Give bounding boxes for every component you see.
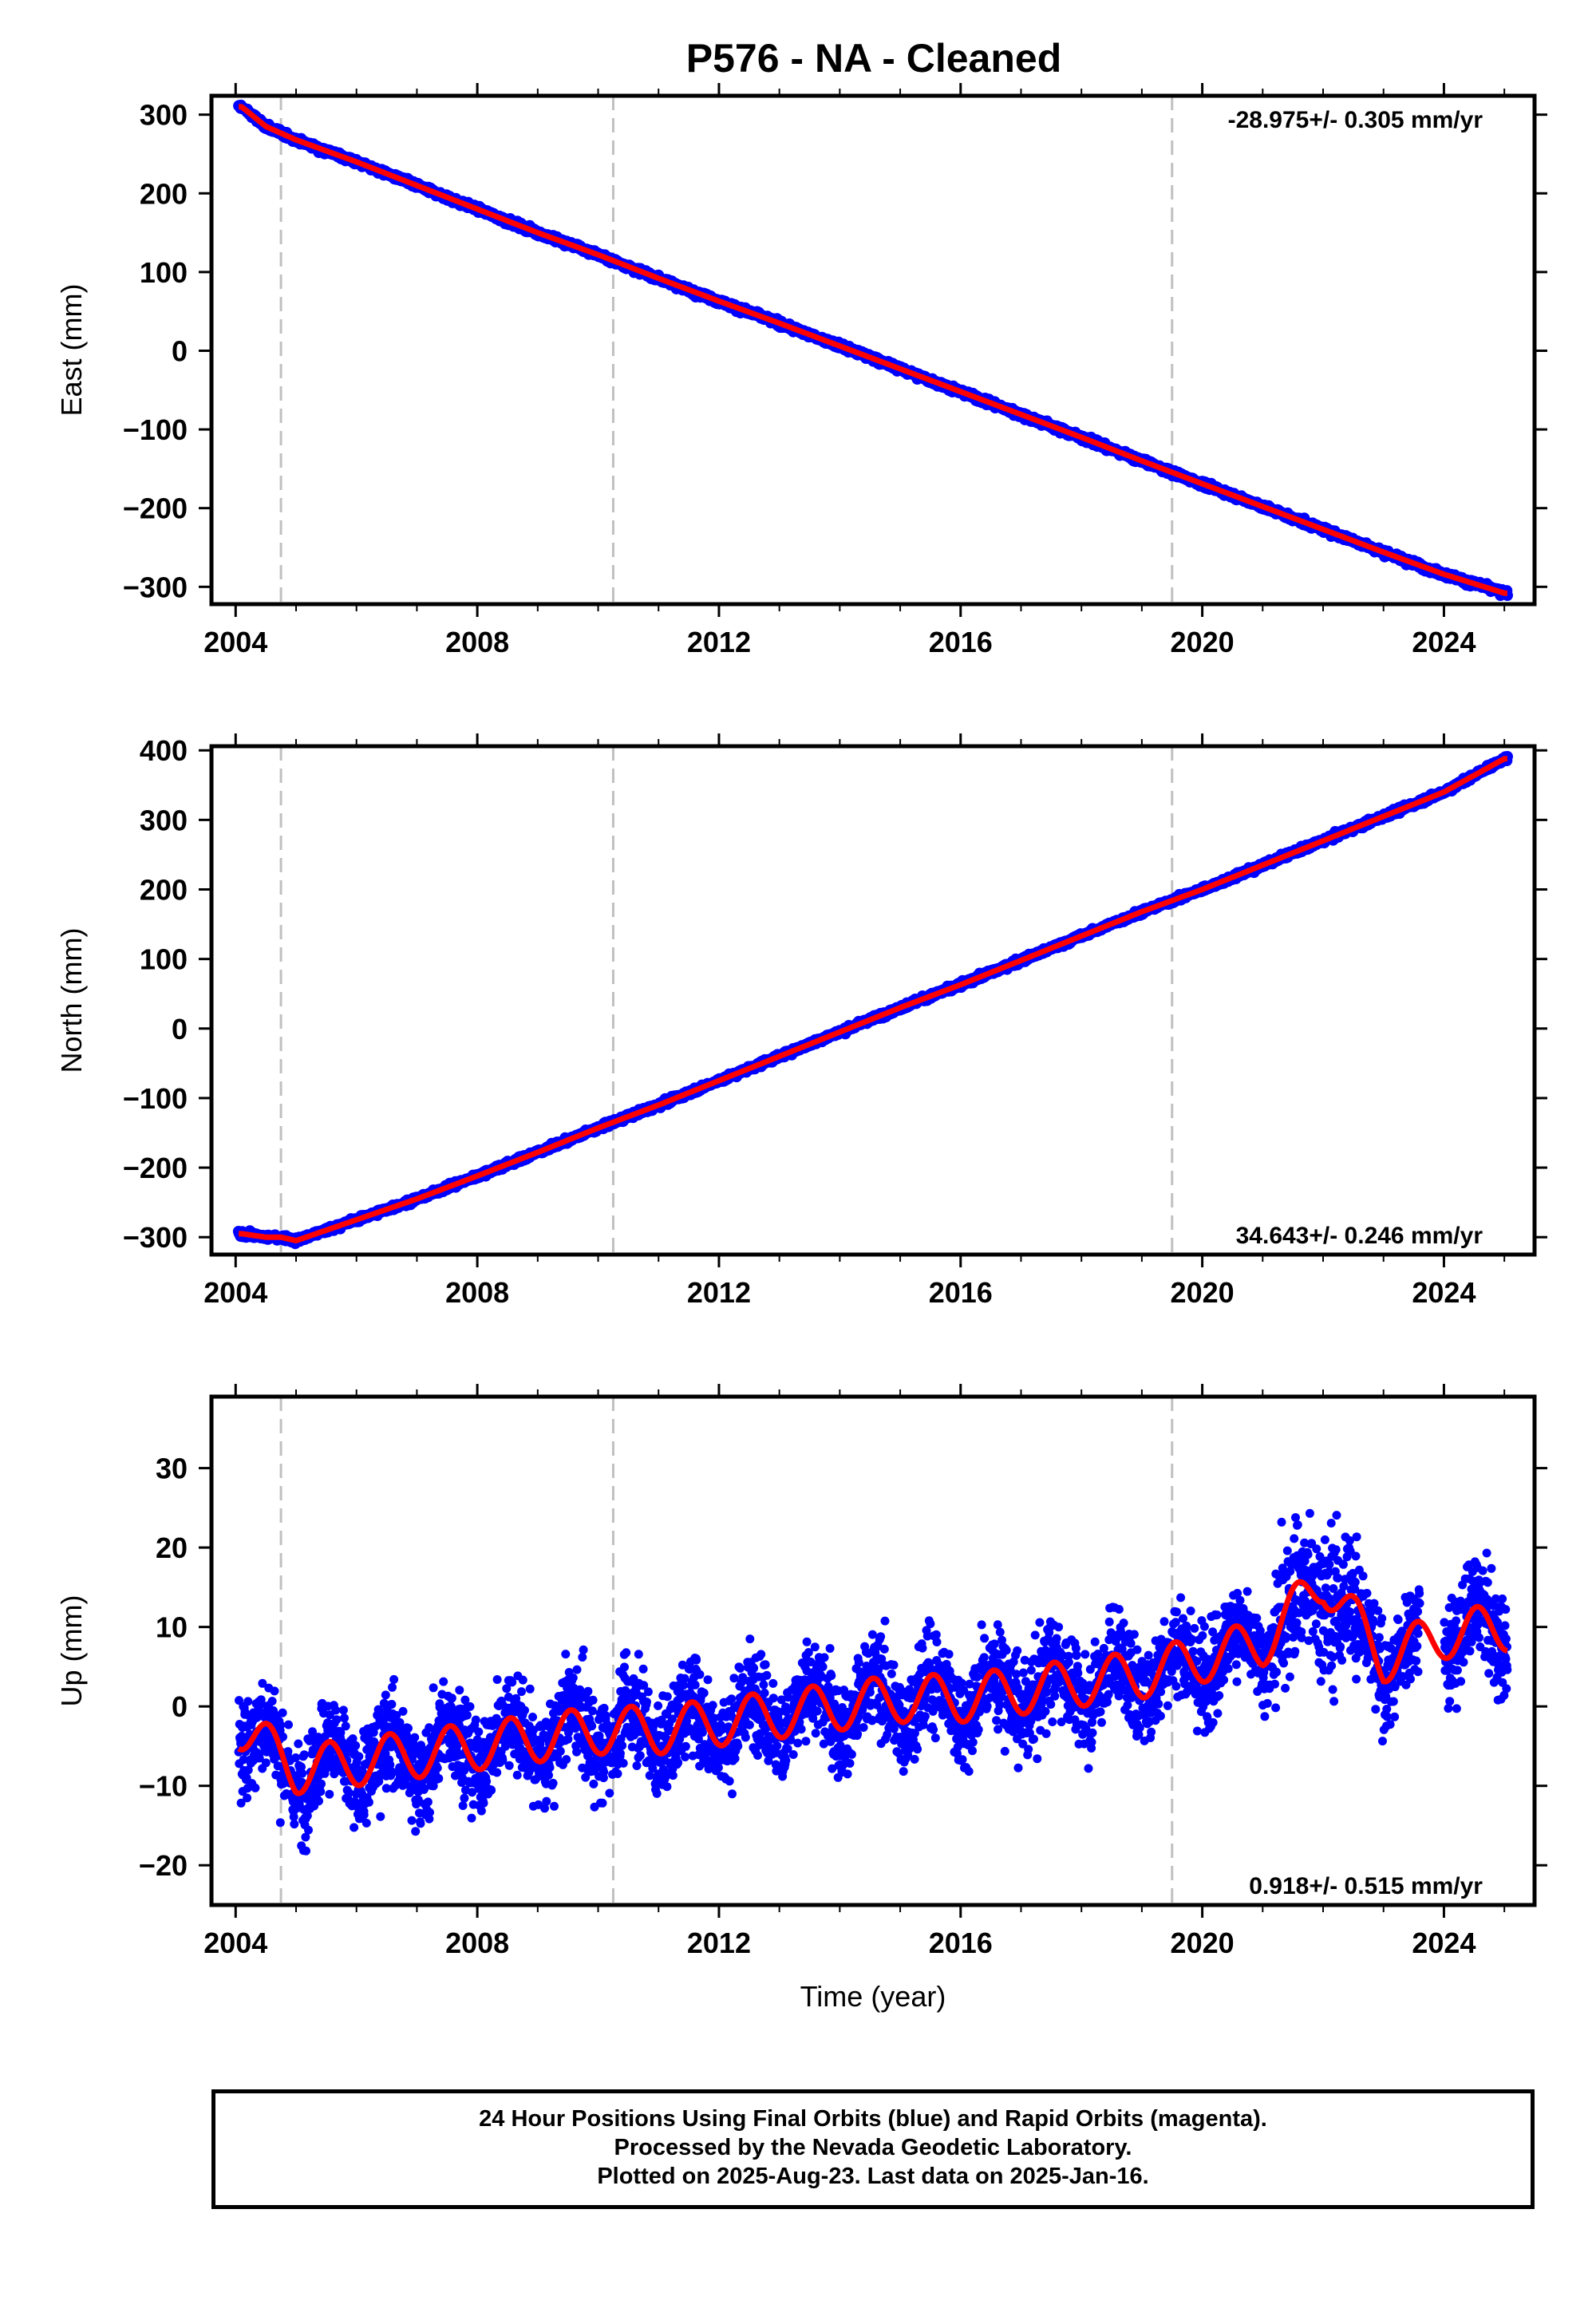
north-data-points: [232, 751, 1513, 1250]
east-ytick-label: 0: [172, 334, 188, 367]
east-ytick-label: 200: [140, 177, 188, 210]
east-ytick-label: −200: [123, 492, 188, 525]
east-panel: 300 200 100 0 −100 −200 −300 2004 2008 2012 2016 20…: [55, 83, 1547, 658]
east-ytick-label: 100: [140, 256, 188, 289]
east-rate-annotation: -28.975+/- 0.305 mm/yr: [1228, 107, 1483, 133]
east-xtick-label: 2008: [445, 626, 509, 658]
figure-canvas: 300 200 100 0 −100 −200 −300 2004 2008 2012 2016 20…: [55, 83, 1547, 2013]
east-xtick-label: 2020: [1171, 626, 1235, 658]
east-ytick-label: −100: [123, 413, 188, 446]
chart-title: P576 - NA - Cleaned: [685, 36, 1062, 81]
east-ytick-label: −300: [123, 571, 188, 603]
east-ytick-label: 300: [140, 99, 188, 132]
east-xtick-label: 2016: [929, 626, 993, 658]
east-xtick-label: 2004: [203, 626, 267, 658]
east-model-line: [239, 104, 1507, 596]
east-xtick-label: 2012: [687, 626, 751, 658]
east-y-axis-label: East (mm): [55, 284, 88, 417]
east-xtick-label: 2024: [1412, 626, 1476, 658]
